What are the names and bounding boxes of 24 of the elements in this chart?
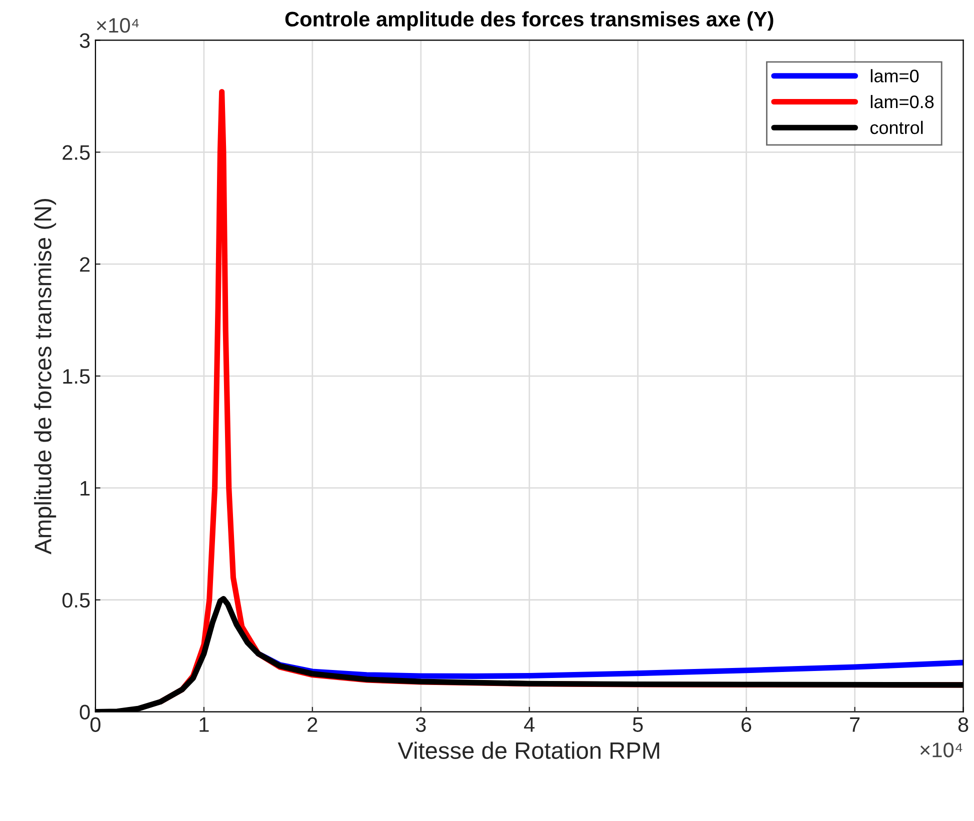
y-tick-label: 3 xyxy=(80,33,90,48)
legend-label: control xyxy=(870,120,923,134)
x-tick-label: 4 xyxy=(524,717,535,732)
y-tick-label: 0.5 xyxy=(62,592,90,608)
y-tick-label: 0 xyxy=(80,704,90,720)
x-tick-label: 2 xyxy=(308,717,318,732)
x-tick-label: 5 xyxy=(632,717,643,732)
x-tick-label: 8 xyxy=(958,717,968,732)
text: ×10⁴ xyxy=(920,742,962,758)
y-axis-title: Amplitude de forces transmise (N) xyxy=(34,199,56,554)
chart-title: Controle amplitude des forces transmises axe (Y) xyxy=(285,11,774,31)
legend-label: lam=0.8 xyxy=(870,94,934,108)
y-tick-label: 1 xyxy=(80,481,90,496)
legend-label: lam=0 xyxy=(870,69,919,82)
x-tick-label: 0 xyxy=(90,717,100,732)
x-tick-label: 1 xyxy=(200,717,209,732)
x-tick-label: 7 xyxy=(850,717,860,732)
text: ×10⁴ xyxy=(96,18,139,33)
y-tick-label: 2 xyxy=(80,257,90,272)
x-tick-label: 6 xyxy=(742,717,752,732)
y-tick-label: 1.5 xyxy=(63,369,90,384)
x-tick-label: 3 xyxy=(416,717,426,732)
y-tick-label: 2.5 xyxy=(62,145,90,160)
x-axis-title: Vitesse de Rotation RPM xyxy=(398,742,660,759)
